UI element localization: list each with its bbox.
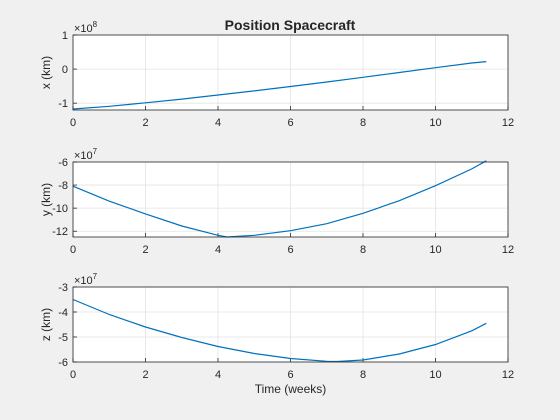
y-tick-label: -8 xyxy=(58,180,68,192)
x-tick-label: 2 xyxy=(142,369,148,381)
x-tick-label: 4 xyxy=(215,117,221,129)
y-tick-label: 0 xyxy=(62,64,68,76)
exponent-label: ×107 xyxy=(74,147,98,162)
axes-3: 0 2 4 6 8 10 12 -6 -5 -4 -3 ×107 z (km) Time (weeks) xyxy=(39,272,514,396)
figure-title: Position Spacecraft xyxy=(225,17,356,33)
x-tick-label: 12 xyxy=(502,117,514,129)
x-tick-label: 0 xyxy=(70,117,76,129)
x-axis-label: Time (weeks) xyxy=(255,382,327,396)
y-tick-label: -4 xyxy=(58,307,68,319)
x-tick-label: 6 xyxy=(287,244,293,256)
x-tick-label: 6 xyxy=(287,369,293,381)
y-tick-label: -12 xyxy=(52,226,68,238)
series-line xyxy=(72,160,487,238)
x-tick-label: 2 xyxy=(142,117,148,129)
axes-box xyxy=(72,286,509,363)
exponent-value: 8 xyxy=(93,20,98,29)
x-tick-label: 12 xyxy=(502,244,514,256)
x-tick-label: 4 xyxy=(215,369,221,381)
exponent-value: 7 xyxy=(93,272,98,281)
x-tick-label: 4 xyxy=(215,244,221,256)
x-tick-label: 8 xyxy=(360,117,366,129)
y-tick-label: -10 xyxy=(52,203,68,215)
y-tick-label: -6 xyxy=(58,357,68,369)
exponent-label: ×108 xyxy=(74,20,98,35)
x-tick-label: 8 xyxy=(360,369,366,381)
x-tick-label: 6 xyxy=(287,117,293,129)
exponent-value: 7 xyxy=(93,147,98,156)
axes-box xyxy=(72,34,509,111)
y-axis-label: x (km) xyxy=(39,56,53,89)
x-tick-label: 0 xyxy=(70,369,76,381)
x-tick-label: 2 xyxy=(142,244,148,256)
x-tick-label: 12 xyxy=(502,369,514,381)
x-tick-label: 8 xyxy=(360,244,366,256)
y-tick-label: 1 xyxy=(62,30,68,42)
y-tick-label: -1 xyxy=(58,98,68,110)
x-tick-label: 0 xyxy=(70,244,76,256)
y-tick-label: -6 xyxy=(58,157,68,169)
series-line xyxy=(72,61,487,110)
y-axis-label: y (km) xyxy=(39,183,53,216)
exponent-label: ×107 xyxy=(74,272,98,287)
x-tick-label: 10 xyxy=(429,244,441,256)
x-tick-label: 10 xyxy=(429,117,441,129)
y-tick-label: -3 xyxy=(58,282,68,294)
series-line xyxy=(72,298,487,363)
y-axis-label: z (km) xyxy=(39,308,53,341)
y-tick-label: -5 xyxy=(58,332,68,344)
x-tick-label: 10 xyxy=(429,369,441,381)
axes-box xyxy=(72,161,509,238)
axes-2: 0 2 4 6 8 10 12 -12 -10 -8 -6 ×107 y (km) xyxy=(39,147,514,256)
